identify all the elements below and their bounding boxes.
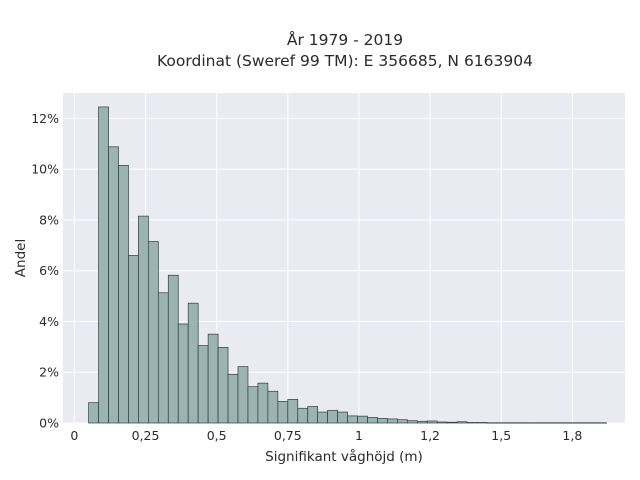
- histogram-bar: [446, 421, 458, 424]
- histogram-bar: [227, 373, 239, 424]
- histogram-bar: [257, 382, 269, 424]
- x-tick-label: 1,5: [491, 428, 511, 443]
- histogram-bar: [436, 421, 448, 424]
- histogram-bar: [98, 106, 109, 424]
- histogram-bar: [277, 401, 289, 424]
- y-tick-label: 6%: [39, 263, 59, 278]
- histogram-bar: [247, 386, 259, 424]
- histogram-bar: [377, 418, 388, 424]
- histogram-bar: [337, 411, 348, 424]
- chart-title: År 1979 - 2019 Koordinat (Sweref 99 TM):…: [157, 30, 533, 70]
- histogram-bar: [387, 418, 398, 424]
- title-line-2: Koordinat (Sweref 99 TM): E 356685, N 61…: [157, 52, 533, 70]
- histogram-bar: [426, 420, 438, 424]
- histogram-bar: [307, 406, 319, 424]
- x-axis-ticks: 0 0,25 0,5 0,75 1 1,2 1,5 1,8: [70, 428, 582, 443]
- x-tick-label: 0,5: [207, 428, 227, 443]
- histogram-bar: [287, 399, 299, 424]
- x-tick-label: 0: [70, 428, 78, 443]
- x-tick-label: 1: [355, 428, 363, 443]
- histogram-bar: [197, 345, 209, 424]
- histogram-bar: [267, 390, 279, 424]
- histogram-bar: [88, 402, 99, 424]
- x-tick-label: 1,2: [420, 428, 440, 443]
- x-tick-label: 1,8: [562, 428, 582, 443]
- histogram-bar: [157, 292, 169, 424]
- x-tick-label: 0,75: [274, 428, 302, 443]
- y-tick-label: 8%: [39, 212, 59, 227]
- histogram-bar: [207, 333, 219, 424]
- y-tick-label: 12%: [31, 111, 59, 126]
- x-tick-label: 0,25: [132, 428, 160, 443]
- histogram-bar: [128, 255, 139, 424]
- y-tick-label: 4%: [39, 314, 59, 329]
- histogram-bar: [217, 347, 229, 424]
- histogram-bars: [88, 106, 607, 424]
- y-axis-label: Andel: [13, 239, 29, 277]
- y-tick-label: 10%: [31, 162, 59, 177]
- histogram-bar: [476, 422, 488, 424]
- histogram-bar: [167, 274, 179, 424]
- y-tick-label: 2%: [39, 365, 59, 380]
- histogram-bar: [108, 146, 119, 424]
- histogram-bar: [367, 417, 378, 424]
- histogram-bar: [347, 415, 358, 424]
- histogram-bar: [416, 420, 428, 424]
- histogram-bar: [118, 164, 129, 424]
- histogram-bar: [187, 302, 199, 424]
- histogram-bar: [327, 409, 338, 424]
- histogram-bar: [466, 422, 478, 424]
- histogram-bar: [177, 323, 189, 424]
- histogram-bar: [406, 420, 418, 424]
- x-axis-label: Signifikant våghöjd (m): [265, 448, 423, 465]
- histogram-bar: [148, 241, 159, 424]
- histogram-bar: [138, 215, 149, 424]
- title-line-1: År 1979 - 2019: [287, 30, 403, 49]
- histogram-bar: [397, 419, 408, 424]
- y-axis-ticks: 0% 2% 4% 6% 8% 10% 12%: [31, 111, 59, 431]
- y-tick-label: 0%: [39, 416, 59, 431]
- histogram-bar: [237, 366, 249, 424]
- histogram-bar: [456, 421, 468, 424]
- histogram-bar: [297, 407, 309, 424]
- histogram-bar: [357, 415, 368, 424]
- histogram-bar: [317, 411, 328, 424]
